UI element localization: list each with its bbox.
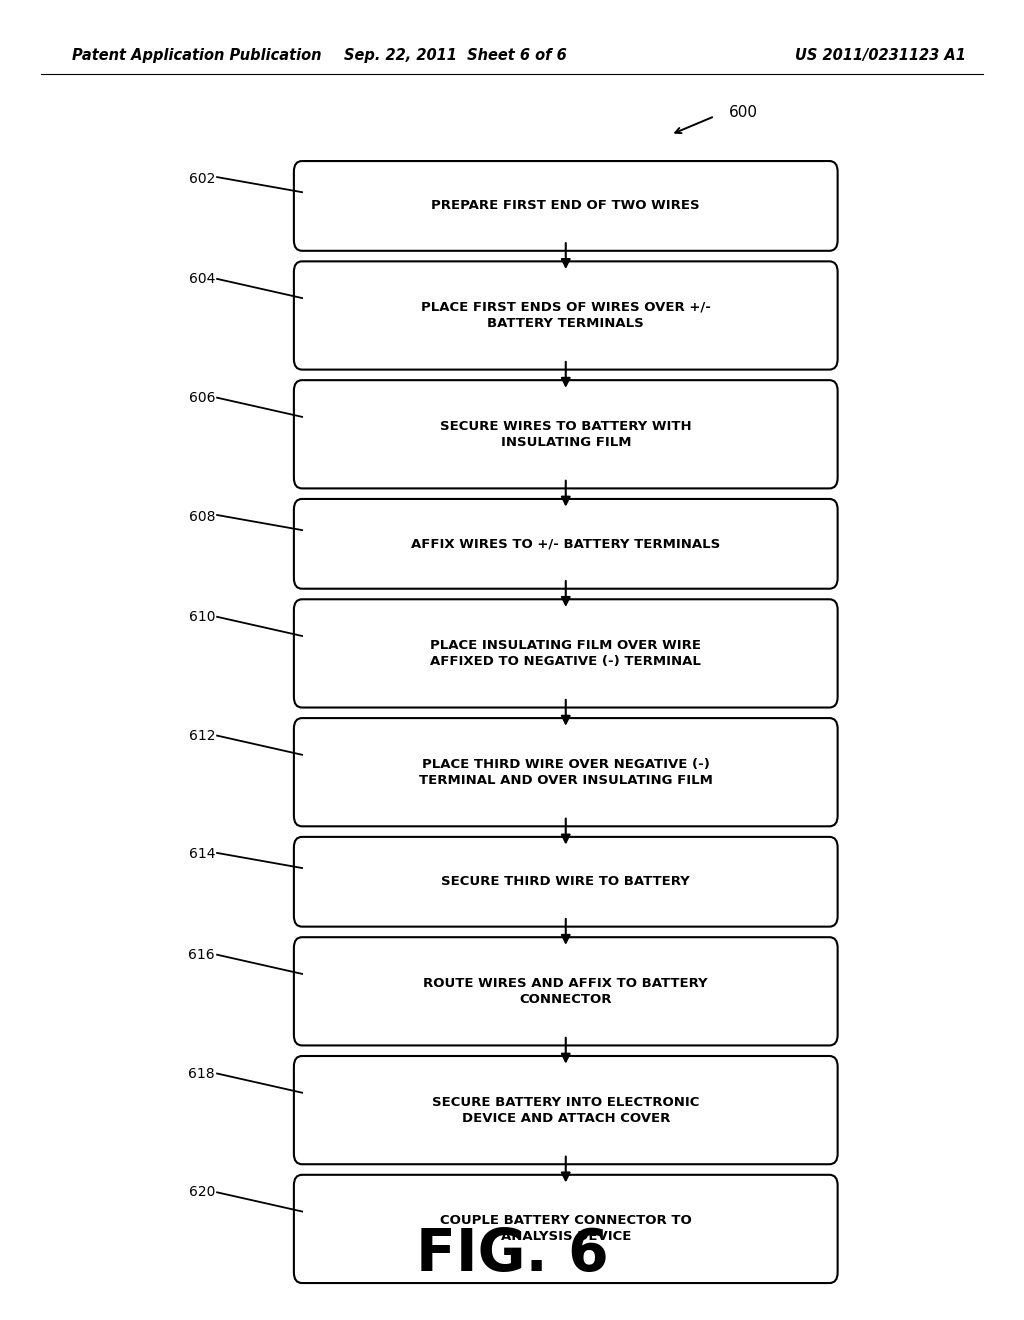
Text: 614: 614 (188, 847, 215, 862)
FancyBboxPatch shape (294, 1175, 838, 1283)
Text: 610: 610 (188, 610, 215, 624)
Text: PLACE INSULATING FILM OVER WIRE
AFFIXED TO NEGATIVE (-) TERMINAL: PLACE INSULATING FILM OVER WIRE AFFIXED … (430, 639, 701, 668)
FancyBboxPatch shape (294, 380, 838, 488)
FancyBboxPatch shape (294, 261, 838, 370)
Text: US 2011/0231123 A1: US 2011/0231123 A1 (796, 48, 966, 63)
FancyBboxPatch shape (294, 837, 838, 927)
Text: PLACE THIRD WIRE OVER NEGATIVE (-)
TERMINAL AND OVER INSULATING FILM: PLACE THIRD WIRE OVER NEGATIVE (-) TERMI… (419, 758, 713, 787)
Text: 608: 608 (188, 510, 215, 524)
FancyBboxPatch shape (294, 718, 838, 826)
Text: PLACE FIRST ENDS OF WIRES OVER +/-
BATTERY TERMINALS: PLACE FIRST ENDS OF WIRES OVER +/- BATTE… (421, 301, 711, 330)
Text: 616: 616 (188, 948, 215, 962)
FancyBboxPatch shape (294, 499, 838, 589)
FancyBboxPatch shape (294, 161, 838, 251)
Text: 604: 604 (188, 272, 215, 286)
Text: 620: 620 (188, 1185, 215, 1200)
FancyBboxPatch shape (294, 937, 838, 1045)
FancyBboxPatch shape (294, 1056, 838, 1164)
Text: Sep. 22, 2011  Sheet 6 of 6: Sep. 22, 2011 Sheet 6 of 6 (344, 48, 567, 63)
Text: SECURE WIRES TO BATTERY WITH
INSULATING FILM: SECURE WIRES TO BATTERY WITH INSULATING … (440, 420, 691, 449)
Text: 606: 606 (188, 391, 215, 405)
FancyBboxPatch shape (294, 599, 838, 708)
Text: 600: 600 (729, 104, 758, 120)
Text: FIG. 6: FIG. 6 (416, 1225, 608, 1283)
Text: 612: 612 (188, 729, 215, 743)
Text: 602: 602 (188, 172, 215, 186)
Text: ROUTE WIRES AND AFFIX TO BATTERY
CONNECTOR: ROUTE WIRES AND AFFIX TO BATTERY CONNECT… (424, 977, 708, 1006)
Text: 618: 618 (188, 1067, 215, 1081)
Text: PREPARE FIRST END OF TWO WIRES: PREPARE FIRST END OF TWO WIRES (431, 199, 700, 213)
Text: SECURE THIRD WIRE TO BATTERY: SECURE THIRD WIRE TO BATTERY (441, 875, 690, 888)
Text: Patent Application Publication: Patent Application Publication (72, 48, 322, 63)
Text: COUPLE BATTERY CONNECTOR TO
ANALYSIS DEVICE: COUPLE BATTERY CONNECTOR TO ANALYSIS DEV… (440, 1214, 691, 1243)
Text: SECURE BATTERY INTO ELECTRONIC
DEVICE AND ATTACH COVER: SECURE BATTERY INTO ELECTRONIC DEVICE AN… (432, 1096, 699, 1125)
Text: AFFIX WIRES TO +/- BATTERY TERMINALS: AFFIX WIRES TO +/- BATTERY TERMINALS (411, 537, 721, 550)
